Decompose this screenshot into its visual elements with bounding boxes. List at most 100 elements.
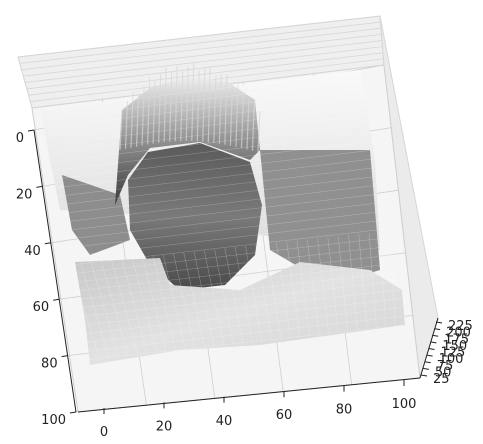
y-tick-label: 80: [41, 357, 58, 372]
hair-spike: [130, 92, 134, 148]
y-tick-label: 0: [16, 131, 24, 146]
hair-spike: [141, 86, 145, 146]
mesh-line: [49, 96, 374, 137]
mesh-line: [60, 166, 384, 206]
mesh-line: [76, 272, 398, 309]
mesh-lines: [44, 63, 406, 361]
mesh-line: [62, 184, 386, 223]
x-tick-label: 60: [276, 408, 293, 423]
hair-spike: [246, 97, 250, 150]
y-tick-label: 40: [24, 244, 41, 259]
y-tick-label: 100: [41, 413, 66, 428]
x-tick-label: 20: [156, 419, 173, 434]
surface-mesh: [40, 63, 406, 365]
z-tick-label: 200: [446, 326, 471, 341]
hair-spike: [174, 65, 178, 142]
mesh-line: [50, 104, 375, 145]
mesh-line: [56, 140, 380, 180]
y-tick-mark: [44, 242, 51, 245]
mesh-line: [193, 251, 215, 347]
mesh-line: [379, 232, 387, 328]
hair-spike: [169, 71, 173, 142]
surface-lower-body-region: [75, 258, 405, 365]
mesh-line: [121, 258, 148, 354]
grid-line-z: [17, 15, 381, 58]
hair-spike: [158, 73, 162, 143]
z-tick-label: 75: [437, 359, 454, 374]
x-tick-label: 100: [392, 397, 417, 412]
mesh-line: [214, 249, 234, 345]
mesh-line: [307, 239, 320, 335]
mesh-line: [61, 175, 385, 214]
hair-spike: [229, 85, 233, 146]
grid-line-z: [19, 21, 381, 64]
y-tick-mark: [61, 355, 68, 358]
mesh-line: [338, 236, 348, 332]
mesh-line: [58, 157, 383, 197]
mesh-line: [78, 280, 399, 318]
y-tick-label: 20: [16, 187, 33, 202]
z-tick-mark: [428, 348, 435, 350]
hair-spike: [147, 77, 151, 145]
mesh-line: [82, 307, 403, 343]
mesh-line: [399, 229, 406, 326]
mesh-line: [245, 245, 262, 341]
y-tick-mark: [36, 185, 43, 188]
grid-line-z: [24, 40, 383, 83]
z-tick-label: 50: [435, 365, 452, 380]
z-tick-label: 100: [439, 352, 464, 367]
mesh-line: [224, 247, 243, 344]
mesh-line: [71, 236, 393, 274]
hair-spike: [224, 74, 228, 145]
mesh-line: [59, 264, 91, 361]
x-tick-label: 80: [336, 403, 353, 418]
hair-spike: [185, 67, 189, 141]
mesh-line: [348, 235, 358, 331]
y-tick-label: 60: [33, 300, 50, 315]
z-tick-label: 175: [444, 332, 469, 347]
mesh-line: [358, 234, 367, 330]
hair-spike: [218, 74, 222, 144]
z-tick-label: 225: [448, 319, 473, 334]
z-tick-label: 125: [441, 346, 466, 361]
y-tick-mark: [27, 129, 35, 132]
mesh-line: [265, 243, 282, 339]
x-tick-label: 0: [100, 425, 108, 440]
grid-line-z: [21, 27, 382, 71]
mesh-line: [68, 219, 391, 257]
z-tick-mark: [435, 321, 443, 324]
z-tick-mark: [434, 328, 441, 331]
hair-spike: [119, 109, 123, 151]
mesh-line: [111, 259, 138, 355]
x-tick-label: 40: [216, 414, 233, 429]
surface-left-shoulder-region: [62, 175, 130, 255]
x-axis-ticks: 0 20 40 60 80 100: [100, 380, 417, 440]
z-tick-mark: [422, 367, 429, 370]
mesh-line: [183, 252, 205, 348]
mesh-line: [234, 246, 253, 343]
mesh-line: [317, 238, 329, 334]
mesh-line: [79, 289, 401, 326]
hair-spike: [207, 66, 211, 143]
mesh-line: [83, 316, 404, 352]
grid-line-z: [26, 46, 383, 90]
mesh-line: [44, 69, 371, 111]
hair-spike: [235, 85, 239, 147]
hair-spike: [124, 101, 129, 149]
mesh-line: [90, 261, 119, 357]
mesh-line: [296, 240, 310, 336]
mesh-line: [389, 231, 396, 327]
z-tick-label: 150: [442, 339, 467, 354]
z-tick-mark: [426, 354, 433, 357]
hair-spike: [180, 71, 184, 142]
grid-line-z: [28, 52, 384, 96]
mesh-line: [131, 257, 157, 353]
y-tick-mark: [53, 298, 60, 301]
mesh-line: [327, 237, 339, 333]
y-axis-ticks: 0 20 40 60 80 100: [16, 129, 77, 428]
mesh-line: [57, 148, 381, 188]
mesh-line: [142, 256, 167, 352]
mesh-line: [80, 298, 402, 335]
